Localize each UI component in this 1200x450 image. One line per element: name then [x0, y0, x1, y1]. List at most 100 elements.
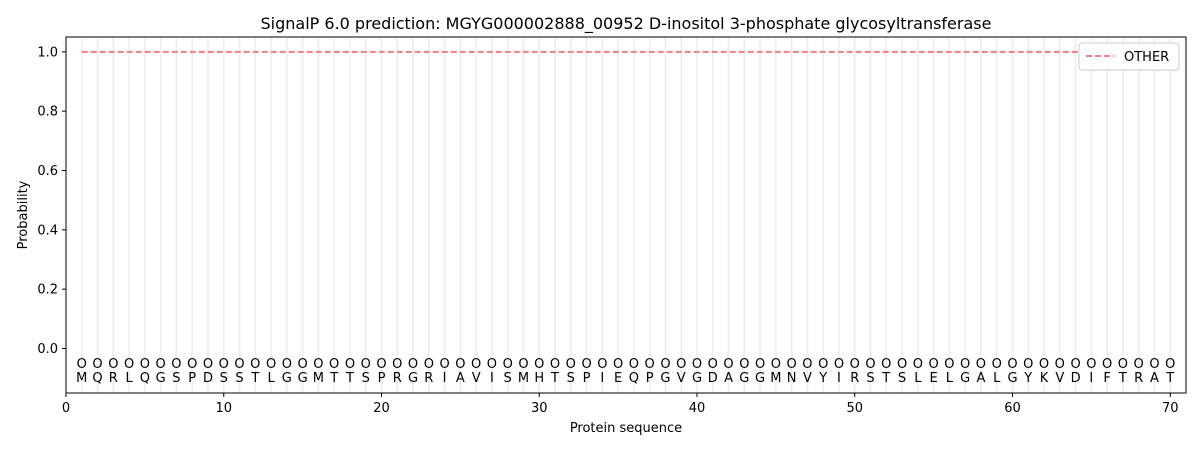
residue-label: S	[362, 371, 370, 386]
region-marker: O	[92, 357, 102, 372]
region-marker: O	[676, 357, 686, 372]
region-marker: O	[802, 357, 812, 372]
region-marker: O	[660, 357, 670, 372]
region-marker: O	[897, 357, 907, 372]
region-marker: O	[108, 357, 118, 372]
residue-markers: OMOQOROLOQOGOSOPODOSOSOTOLOGOGOMOTOTOSOP…	[76, 357, 1175, 386]
region-marker: O	[818, 357, 828, 372]
residue-label: I	[490, 371, 494, 386]
residue-label: T	[329, 371, 338, 386]
residue-label: G	[156, 371, 166, 386]
residue-label: S	[866, 371, 874, 386]
region-marker: O	[203, 357, 213, 372]
residue-label: G	[755, 371, 765, 386]
residue-label: M	[770, 371, 781, 386]
region-marker: O	[992, 357, 1002, 372]
region-marker: O	[250, 357, 260, 372]
region-marker: O	[455, 357, 465, 372]
y-axis-label: Probability	[16, 180, 31, 249]
region-marker: O	[881, 357, 891, 372]
residue-label: R	[1134, 371, 1143, 386]
residue-label: I	[443, 371, 447, 386]
x-tick-label: 40	[689, 401, 706, 416]
y-tick-label: 1.0	[37, 45, 58, 60]
region-marker: O	[850, 357, 860, 372]
residue-label: P	[188, 371, 196, 386]
region-marker: O	[156, 357, 166, 372]
residue-label: R	[393, 371, 402, 386]
residue-label: A	[724, 371, 733, 386]
residue-label: M	[313, 371, 324, 386]
residue-label: L	[125, 371, 133, 386]
residue-label: L	[946, 371, 954, 386]
residue-label: D	[203, 371, 213, 386]
residue-label: R	[109, 371, 118, 386]
y-tick-label: 0.6	[37, 164, 58, 179]
residue-label: E	[614, 371, 622, 386]
region-marker: O	[613, 357, 623, 372]
region-marker: O	[566, 357, 576, 372]
residue-label: Y	[818, 371, 827, 386]
region-marker: O	[865, 357, 875, 372]
residue-label: P	[378, 371, 386, 386]
x-tick-label: 50	[846, 401, 863, 416]
x-tick-label: 20	[373, 401, 390, 416]
residue-label: V	[677, 371, 686, 386]
residue-label: Q	[92, 371, 102, 386]
region-marker: O	[1165, 357, 1175, 372]
chart-title: SignalP 6.0 prediction: MGYG000002888_00…	[261, 14, 992, 34]
region-marker: O	[361, 357, 371, 372]
y-tick-label: 0.8	[37, 105, 58, 120]
region-marker: O	[266, 357, 276, 372]
residue-label: R	[424, 371, 433, 386]
residue-label: P	[646, 371, 654, 386]
residue-label: L	[993, 371, 1001, 386]
region-marker: O	[1023, 357, 1033, 372]
region-marker: O	[645, 357, 655, 372]
residue-label: R	[850, 371, 859, 386]
y-tick-label: 0.2	[37, 283, 58, 298]
residue-label: Y	[1023, 371, 1032, 386]
grid-lines	[81, 37, 1171, 393]
region-marker: O	[755, 357, 765, 372]
region-marker: O	[913, 357, 923, 372]
region-marker: O	[928, 357, 938, 372]
residue-label: G	[660, 371, 670, 386]
residue-label: G	[1007, 371, 1017, 386]
region-marker: O	[376, 357, 386, 372]
residue-label: E	[929, 371, 937, 386]
plot-frame	[65, 36, 1187, 394]
region-marker: O	[219, 357, 229, 372]
residue-label: S	[235, 371, 243, 386]
x-axis-ticks: 0 10 20 30 40 50 60 70	[62, 393, 1179, 416]
residue-label: V	[1055, 371, 1064, 386]
region-marker: O	[1007, 357, 1017, 372]
x-tick-label: 60	[1004, 401, 1021, 416]
x-tick-label: 0	[62, 401, 70, 416]
region-marker: O	[944, 357, 954, 372]
residue-label: A	[456, 371, 465, 386]
residue-label: G	[692, 371, 702, 386]
region-marker: O	[124, 357, 134, 372]
residue-label: S	[172, 371, 180, 386]
residue-label: T	[1165, 371, 1174, 386]
legend-box	[1078, 42, 1180, 71]
region-marker: O	[424, 357, 434, 372]
region-marker: O	[234, 357, 244, 372]
region-marker: O	[487, 357, 497, 372]
residue-label: K	[1040, 371, 1049, 386]
residue-label: M	[518, 371, 529, 386]
residue-label: A	[976, 371, 985, 386]
residue-label: G	[408, 371, 418, 386]
region-marker: O	[1118, 357, 1128, 372]
region-marker: O	[771, 357, 781, 372]
residue-label: T	[345, 371, 354, 386]
region-marker: O	[187, 357, 197, 372]
region-marker: O	[1039, 357, 1049, 372]
y-tick-label: 0.4	[37, 223, 58, 238]
residue-label: M	[76, 371, 87, 386]
x-tick-label: 70	[1162, 401, 1179, 416]
residue-label: D	[1071, 371, 1081, 386]
region-marker: O	[723, 357, 733, 372]
